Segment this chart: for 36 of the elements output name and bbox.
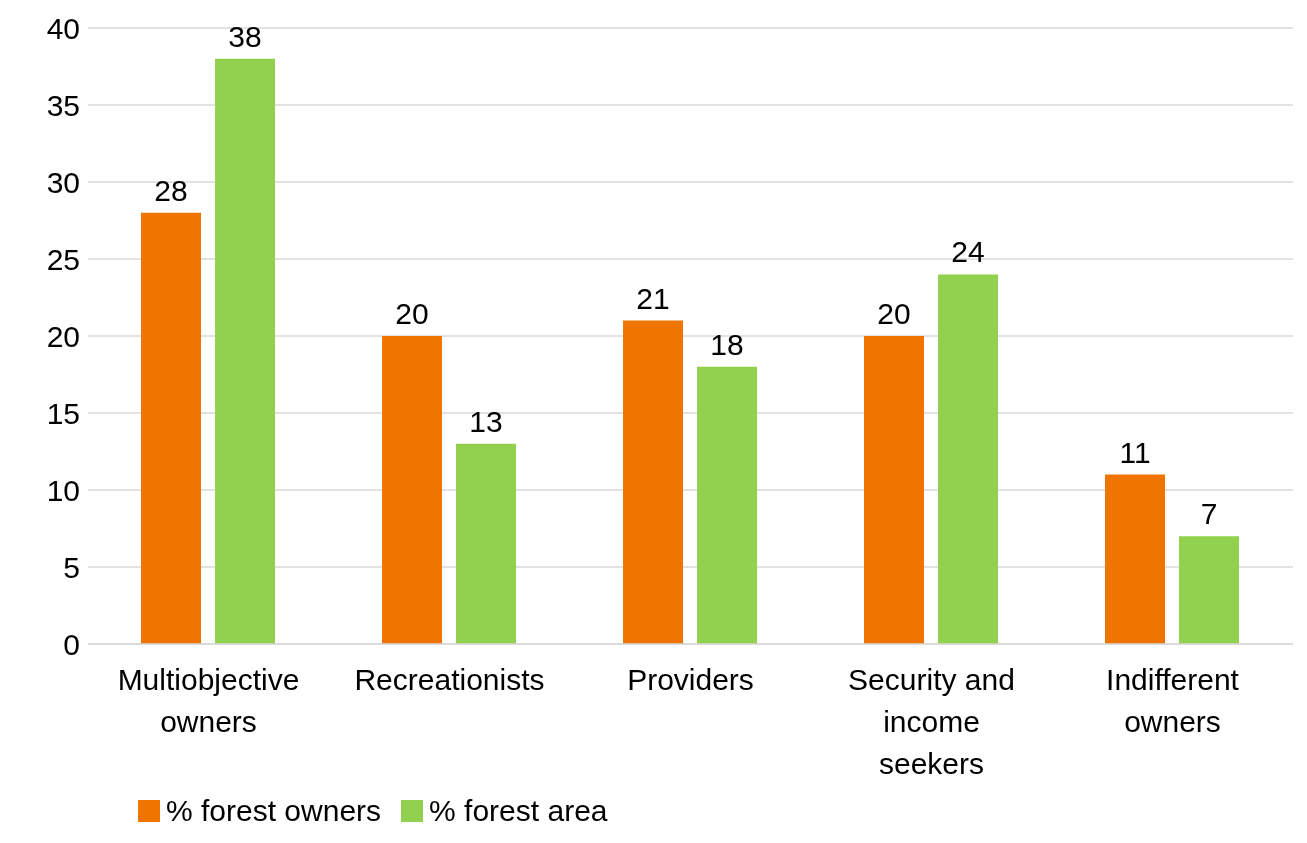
data-label: 20: [877, 297, 911, 330]
bar: [215, 58, 276, 644]
x-tick-label: Providers: [627, 663, 754, 696]
data-label: 13: [469, 404, 503, 438]
data-label: 28: [154, 173, 188, 207]
x-tick-label: Recreationists: [354, 663, 545, 696]
y-tick-label: 25: [46, 242, 80, 276]
bar: [1105, 474, 1166, 644]
data-label: 11: [1119, 435, 1151, 469]
bar: [382, 336, 443, 644]
bar: [456, 443, 517, 644]
bar: [1179, 536, 1240, 644]
legend-label: % forest owners: [165, 794, 382, 828]
bar: [623, 320, 684, 644]
data-label: 7: [1200, 497, 1218, 531]
y-tick-label: 35: [46, 88, 80, 122]
bar: [864, 336, 925, 644]
legend-label: % forest area: [428, 794, 608, 828]
x-tick-label: Security and income seekers: [848, 663, 1015, 780]
data-label: 18: [710, 327, 744, 361]
bar: [141, 212, 202, 644]
x-tick-label: Indifferent owners: [1106, 663, 1240, 738]
y-tick-label: 20: [46, 319, 80, 353]
y-tick-label: 5: [63, 550, 80, 584]
y-tick-label: 40: [46, 11, 80, 45]
bar: [938, 274, 999, 644]
data-label: 20: [395, 297, 429, 330]
y-tick-label: 30: [46, 165, 80, 199]
y-tick-label: 10: [46, 473, 80, 507]
bar: [697, 366, 758, 644]
data-label: 21: [636, 281, 670, 315]
data-label: 38: [228, 19, 262, 53]
y-tick-label: 15: [46, 396, 80, 430]
data-label: 24: [951, 235, 985, 269]
y-tick-label: 0: [63, 627, 80, 661]
x-tick-label: Multiobjective owners: [117, 663, 300, 738]
